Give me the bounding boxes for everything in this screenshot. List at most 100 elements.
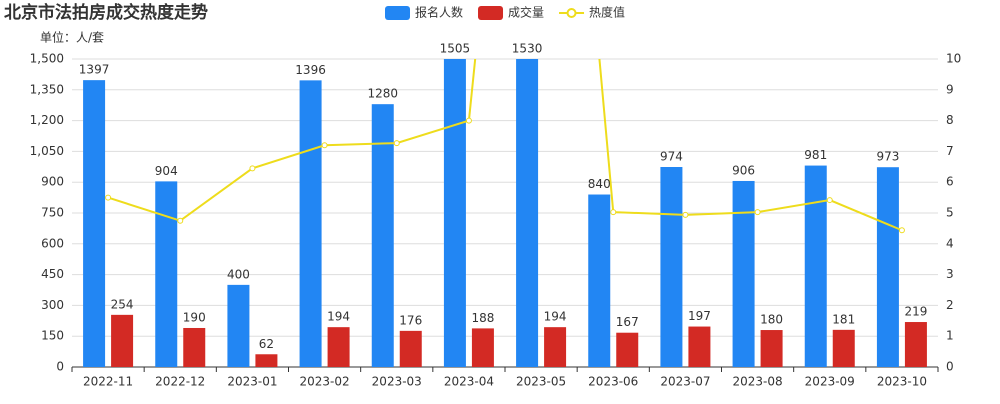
bar — [471, 328, 494, 367]
x-tick-label: 2023-10 — [877, 375, 927, 389]
y2-tick-label: 6 — [946, 175, 954, 189]
bar — [327, 327, 350, 367]
bar — [760, 330, 783, 367]
line-point — [177, 217, 184, 224]
data-label: 194 — [327, 310, 350, 324]
y-tick-label: 1,500 — [30, 52, 64, 66]
y-tick-label: 1,050 — [30, 144, 64, 158]
bar — [155, 181, 178, 367]
data-label: 188 — [471, 311, 494, 325]
data-label: 180 — [760, 313, 783, 327]
y-tick-label: 300 — [41, 298, 64, 312]
plot-area — [83, 59, 927, 367]
bar — [299, 80, 322, 367]
x-tick-label: 2023-03 — [372, 375, 422, 389]
y-tick-label: 900 — [41, 175, 64, 189]
data-label: 219 — [904, 305, 927, 319]
bar — [616, 332, 639, 367]
x-tick-label: 2022-12 — [155, 375, 205, 389]
legend-label: 成交量 — [508, 5, 544, 20]
bar — [544, 327, 567, 367]
y-tick-label: 600 — [41, 236, 64, 250]
data-label: 197 — [688, 309, 711, 323]
bar — [255, 354, 278, 367]
bar — [876, 167, 899, 367]
bar — [371, 104, 394, 367]
data-label: 1397 — [79, 63, 110, 77]
y-tick-label: 1,200 — [30, 113, 64, 127]
x-tick-label: 2023-06 — [588, 375, 638, 389]
x-tick-label: 2023-04 — [444, 375, 494, 389]
x-tick-label: 2023-02 — [300, 375, 350, 389]
bar — [688, 326, 711, 367]
line-point — [754, 209, 761, 216]
legend-swatch — [385, 6, 410, 20]
y2-tick-label: 3 — [946, 267, 954, 281]
bar — [399, 330, 422, 367]
data-label: 62 — [259, 337, 274, 351]
data-label: 400 — [227, 267, 250, 281]
legend-swatch — [566, 8, 577, 18]
legend-label: 热度值 — [589, 5, 625, 20]
line — [107, 59, 903, 232]
y2-tick-label: 1 — [946, 329, 954, 343]
y-tick-label: 1,350 — [30, 82, 64, 96]
x-tick-label: 2022-11 — [83, 375, 133, 389]
line-point — [682, 211, 689, 218]
chart-subtitle: 单位：人/套 — [40, 30, 104, 45]
y2-tick-label: 4 — [946, 236, 954, 250]
data-label: 973 — [876, 150, 899, 164]
bar — [516, 59, 539, 367]
x-tick-label: 2023-05 — [516, 375, 566, 389]
bar — [832, 329, 855, 367]
y2-tick-label: 10 — [946, 52, 961, 66]
bar — [904, 322, 927, 367]
x-tick-label: 2023-01 — [227, 375, 277, 389]
line-point — [610, 209, 617, 216]
bar — [588, 194, 611, 367]
data-label: 181 — [832, 312, 855, 326]
data-label: 167 — [616, 315, 639, 329]
bar — [183, 327, 206, 367]
y-tick-label: 150 — [41, 329, 64, 343]
line-point — [826, 197, 833, 204]
y2-tick-label: 7 — [946, 144, 954, 158]
line-point — [898, 227, 905, 234]
data-label: 190 — [183, 310, 206, 324]
y2-tick-label: 2 — [946, 298, 954, 312]
bar — [660, 167, 683, 367]
line-point — [393, 140, 400, 147]
y2-tick-label: 8 — [946, 113, 954, 127]
y-tick-label: 0 — [56, 360, 64, 374]
x-tick-label: 2023-07 — [660, 375, 710, 389]
y-tick-label: 750 — [41, 206, 64, 220]
legend-swatch — [478, 6, 504, 20]
data-label: 1280 — [367, 87, 398, 101]
data-label: 981 — [804, 148, 827, 162]
data-label: 1396 — [295, 63, 326, 77]
chart-title: 北京市法拍房成交热度走势 — [4, 2, 208, 23]
data-label: 906 — [732, 163, 755, 177]
data-label: 194 — [544, 310, 567, 324]
line-point — [465, 117, 472, 124]
bar — [804, 165, 827, 367]
data-label: 974 — [660, 150, 683, 164]
legend-label: 报名人数 — [415, 5, 463, 20]
data-label: 1530 — [512, 42, 543, 56]
data-label: 254 — [111, 297, 134, 311]
y-tick-label: 450 — [41, 267, 64, 281]
x-tick-label: 2023-09 — [805, 375, 855, 389]
x-tick-label: 2023-08 — [733, 375, 783, 389]
bar — [227, 284, 250, 367]
line-point — [105, 194, 112, 201]
line-point — [249, 165, 256, 172]
data-label: 840 — [588, 177, 611, 191]
line-point — [321, 142, 328, 149]
y2-tick-label: 9 — [946, 82, 954, 96]
bar — [732, 180, 755, 367]
data-label: 176 — [399, 313, 422, 327]
bar — [83, 80, 106, 367]
bar — [443, 59, 466, 367]
y2-tick-label: 0 — [946, 360, 954, 374]
